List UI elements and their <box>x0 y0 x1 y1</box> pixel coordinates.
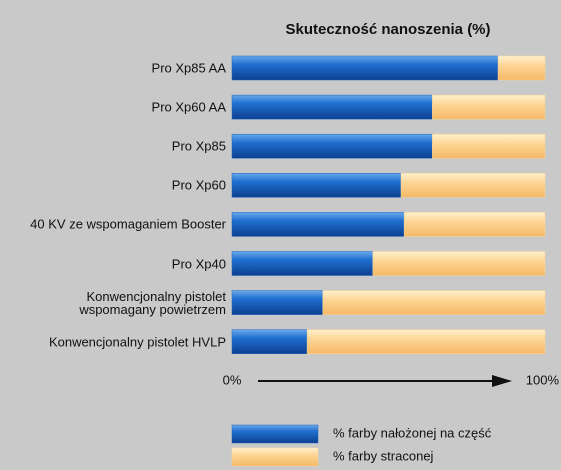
bar-segment <box>432 94 546 120</box>
legend-swatch <box>231 447 319 467</box>
bar-segment <box>231 94 433 120</box>
legend-swatch <box>231 424 319 444</box>
bar-segment <box>400 173 546 198</box>
bar-segment <box>231 173 402 198</box>
category-label: Pro Xp40 <box>171 256 226 271</box>
legend-label: % farby nałożonej na część <box>333 425 492 440</box>
bar-segment <box>403 212 546 237</box>
category-label: Pro Xp60 <box>171 177 226 193</box>
bar-segment <box>322 290 546 315</box>
category-label: Konwencjonalny pistolet HVLP <box>48 334 226 350</box>
category-label: Konwencjonalny pistolet wspomagany powie… <box>79 288 226 317</box>
bar-segment <box>231 290 324 315</box>
bar-segment <box>432 133 546 159</box>
x-tick-label: 0% <box>223 372 242 387</box>
category-label: 40 KV ze wspomaganiem Booster <box>30 216 226 232</box>
bar-segment <box>231 212 405 237</box>
bar-segment <box>231 55 499 81</box>
bar-segment <box>306 329 546 354</box>
bar-segment <box>231 251 374 276</box>
bar-segment <box>231 133 433 159</box>
chart-title: Skuteczność nanoszenia (%) <box>285 21 490 38</box>
legend-label: % farby straconej <box>333 448 434 463</box>
bar-segment <box>497 55 546 81</box>
arrow-head <box>492 375 512 387</box>
category-label: Pro Xp85 AA <box>151 60 226 76</box>
category-label: Pro Xp60 AA <box>151 99 226 115</box>
x-tick-label: 100% <box>526 372 560 387</box>
bar-segment <box>231 329 308 354</box>
bar-segment <box>372 251 546 276</box>
category-label: Pro Xp85 <box>171 138 226 154</box>
